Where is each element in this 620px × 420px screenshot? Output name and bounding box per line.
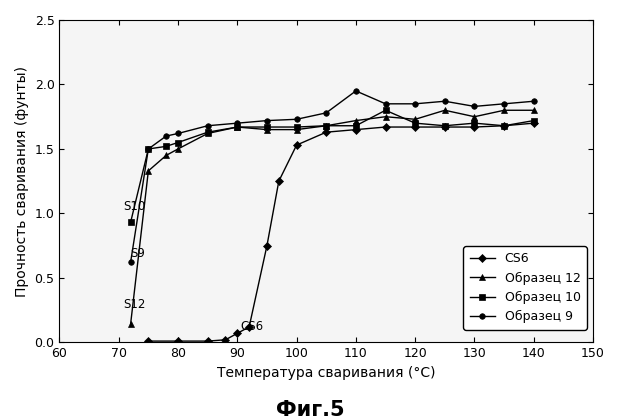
Образец 10 xyxy=(204,130,211,135)
Образец 9 xyxy=(234,121,241,126)
Образец 12 xyxy=(234,124,241,129)
Line: Образец 10: Образец 10 xyxy=(128,108,536,225)
CS6 xyxy=(352,127,360,132)
Line: Образец 12: Образец 12 xyxy=(127,107,538,328)
Образец 10 xyxy=(412,121,419,126)
Образец 9 xyxy=(352,88,360,93)
Образец 12 xyxy=(144,168,152,173)
CS6 xyxy=(275,178,283,184)
Образец 9 xyxy=(204,123,211,128)
CS6 xyxy=(204,339,211,344)
Образец 12 xyxy=(352,118,360,123)
Text: Фиг.5: Фиг.5 xyxy=(276,400,344,420)
Образец 10 xyxy=(530,118,538,123)
Образец 9 xyxy=(174,131,182,136)
Образец 10 xyxy=(471,121,478,126)
Образец 12 xyxy=(412,117,419,122)
Образец 9 xyxy=(144,147,152,152)
Образец 12 xyxy=(174,147,182,152)
CS6 xyxy=(441,124,448,129)
Образец 10 xyxy=(174,140,182,145)
Line: Образец 9: Образец 9 xyxy=(128,88,536,265)
CS6 xyxy=(144,339,152,344)
Образец 12 xyxy=(264,127,271,132)
Образец 12 xyxy=(293,127,300,132)
Образец 12 xyxy=(471,114,478,119)
Образец 12 xyxy=(500,108,508,113)
CS6 xyxy=(382,124,389,129)
Образец 9 xyxy=(471,104,478,109)
CS6 xyxy=(412,124,419,129)
Образец 12 xyxy=(204,131,211,136)
CS6 xyxy=(530,121,538,126)
Образец 12 xyxy=(441,108,448,113)
Образец 9 xyxy=(293,117,300,122)
Образец 10 xyxy=(293,124,300,129)
CS6 xyxy=(264,243,271,248)
CS6 xyxy=(471,124,478,129)
Образец 12 xyxy=(162,153,170,158)
X-axis label: Температура сваривания (°C): Температура сваривания (°C) xyxy=(217,366,435,380)
CS6 xyxy=(174,339,182,344)
Образец 9 xyxy=(382,101,389,106)
Образец 9 xyxy=(412,101,419,106)
Образец 9 xyxy=(441,99,448,104)
CS6 xyxy=(500,123,508,128)
Образец 10 xyxy=(127,220,135,225)
Образец 10 xyxy=(234,124,241,129)
Образец 10 xyxy=(162,144,170,149)
Text: S12: S12 xyxy=(123,299,146,312)
Образец 12 xyxy=(530,108,538,113)
Образец 12 xyxy=(382,114,389,119)
CS6 xyxy=(322,130,330,135)
CS6 xyxy=(234,331,241,336)
Образец 10 xyxy=(500,123,508,128)
Образец 10 xyxy=(352,123,360,128)
Образец 12 xyxy=(127,322,135,327)
Text: CS6: CS6 xyxy=(241,320,264,333)
CS6 xyxy=(293,142,300,147)
Образец 9 xyxy=(322,110,330,116)
Y-axis label: Прочность сваривания (фунты): Прочность сваривания (фунты) xyxy=(15,66,29,297)
Образец 10 xyxy=(322,123,330,128)
Образец 9 xyxy=(264,118,271,123)
Образец 10 xyxy=(144,147,152,152)
Образец 9 xyxy=(162,134,170,139)
Образец 9 xyxy=(530,99,538,104)
Line: CS6: CS6 xyxy=(146,121,536,344)
Образец 10 xyxy=(382,108,389,113)
Образец 9 xyxy=(127,260,135,265)
Образец 10 xyxy=(441,123,448,128)
Text: S10: S10 xyxy=(123,200,146,213)
Text: S9: S9 xyxy=(131,247,146,260)
CS6 xyxy=(222,337,229,342)
Образец 10 xyxy=(264,124,271,129)
CS6 xyxy=(246,324,253,329)
Образец 9 xyxy=(500,101,508,106)
Образец 12 xyxy=(322,123,330,128)
Legend: CS6, Образец 12, Образец 10, Образец 9: CS6, Образец 12, Образец 10, Образец 9 xyxy=(463,246,587,330)
